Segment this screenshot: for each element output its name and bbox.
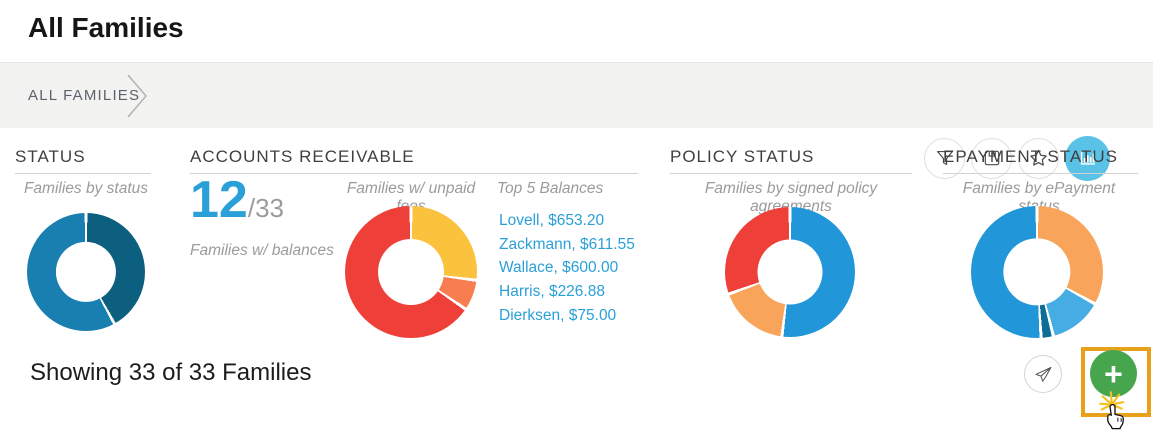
results-count-text: Showing 33 of 33 Families (30, 359, 312, 386)
policy-donut-chart[interactable] (725, 207, 855, 337)
add-family-button[interactable]: + (1090, 350, 1137, 397)
epayment-donut-chart[interactable] (971, 206, 1103, 338)
balance-link[interactable]: Dierksen, $75.00 (499, 306, 617, 324)
donut-hole (55, 241, 117, 303)
breadcrumb[interactable]: ALL FAMILIES (28, 87, 141, 104)
metric-total: /33 (247, 193, 284, 223)
funnel-icon (936, 150, 953, 166)
epayment-status-panel-heading: EPAYMENT STATUS (943, 147, 1138, 174)
accounts-receivable-panel-heading: ACCOUNTS RECEIVABLE (190, 147, 638, 174)
balance-link[interactable]: Wallace, $600.00 (499, 259, 619, 277)
families-with-balances-metric: 12 /33 (190, 171, 284, 229)
chevron-right-icon (127, 74, 147, 118)
balance-link[interactable]: Harris, $226.88 (499, 283, 605, 301)
policy-status-panel-heading: POLICY STATUS (670, 147, 912, 174)
top5-balances-list: Lovell, $653.20 Zackmann, $611.55 Wallac… (499, 209, 635, 328)
metric-label: Families w/ balances (190, 242, 334, 259)
page-title: All Families (28, 12, 184, 43)
breadcrumb-bar: ALL FAMILIES (0, 62, 1153, 181)
bar-chart-icon (1080, 151, 1095, 165)
donut-hole (378, 239, 444, 305)
donut-hole (757, 239, 823, 305)
star-icon (1030, 149, 1047, 166)
status-panel-subtitle: Families by status (23, 180, 149, 197)
send-message-button[interactable] (1024, 355, 1062, 393)
status-donut-chart[interactable] (27, 213, 145, 331)
save-view-button[interactable] (971, 137, 1012, 179)
floppy-disk-icon (984, 150, 999, 166)
favorites-button[interactable] (1018, 137, 1059, 179)
paper-plane-icon (1035, 366, 1051, 382)
unpaid-fees-donut-chart[interactable] (345, 206, 477, 338)
balance-link[interactable]: Zackmann, $611.55 (499, 235, 635, 253)
metric-value: 12 (190, 171, 248, 229)
status-panel-heading: STATUS (15, 147, 151, 174)
balance-link[interactable]: Lovell, $653.20 (499, 212, 605, 229)
top5-balances-heading: Top 5 Balances (497, 180, 604, 197)
donut-hole (1003, 238, 1071, 306)
filter-button[interactable] (924, 137, 965, 179)
